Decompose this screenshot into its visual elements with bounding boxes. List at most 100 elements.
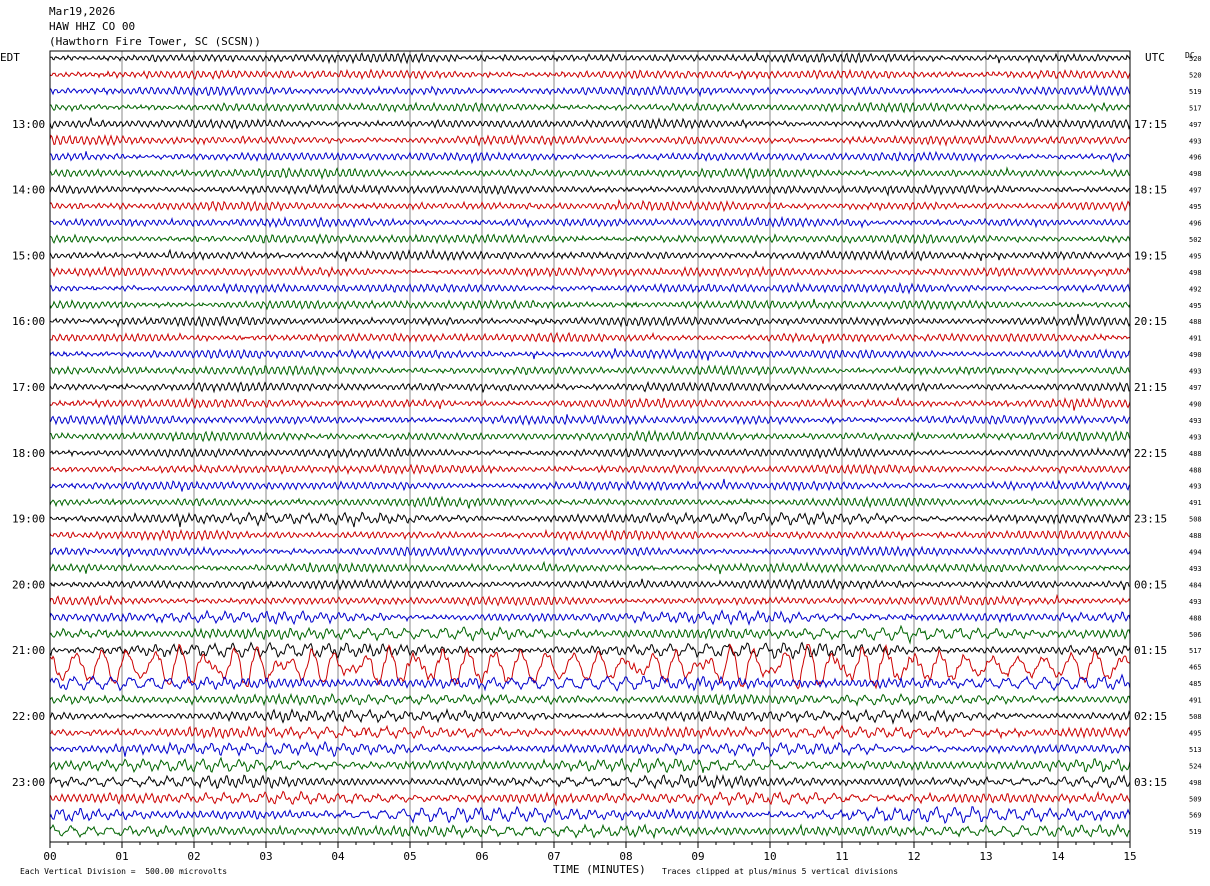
dc-offset-label: 497 (1189, 121, 1202, 129)
trace-group (49, 51, 1131, 840)
trace-row-3 (49, 84, 1131, 98)
dc-offset-label: 519 (1189, 828, 1202, 836)
dc-offset-label: 497 (1189, 187, 1202, 195)
dc-offset-label: 517 (1189, 104, 1202, 112)
dc-offset-label: 493 (1189, 137, 1202, 145)
trace-row-41 (49, 708, 1131, 725)
left-hour-label: 15:00 (12, 249, 45, 262)
dc-offset-label: 569 (1189, 812, 1202, 820)
trace-row-27 (49, 478, 1131, 492)
x-tick-label: 14 (1051, 850, 1065, 863)
dc-offset-label: 520 (1189, 71, 1202, 79)
trace-row-26 (49, 463, 1131, 475)
trace-row-38 (49, 643, 1131, 690)
dc-offset-label: 496 (1189, 220, 1202, 228)
right-hour-label: 17:15 (1134, 118, 1167, 131)
dc-offset-label: 493 (1189, 433, 1202, 441)
trace-row-22 (49, 396, 1131, 411)
left-hour-label: 13:00 (12, 118, 45, 131)
x-tick-label: 03 (259, 850, 272, 863)
right-hour-label: 02:15 (1134, 710, 1167, 723)
trace-row-48 (49, 823, 1131, 840)
dc-offset-label: 488 (1189, 614, 1202, 622)
dc-offset-label: 488 (1189, 318, 1202, 326)
trace-row-18 (50, 331, 1131, 344)
dc-offset-label: 495 (1189, 203, 1202, 211)
right-hour-label: 19:15 (1134, 249, 1167, 262)
trace-row-15 (49, 281, 1131, 295)
dc-offset-label: 493 (1189, 483, 1202, 491)
dc-offset-label: 493 (1189, 565, 1202, 573)
trace-row-32 (49, 560, 1131, 575)
right-hour-label: 00:15 (1134, 578, 1167, 591)
x-axis-title: TIME (MINUTES) (553, 863, 646, 876)
trace-row-37 (49, 641, 1131, 660)
right-tz-label: UTC (1145, 51, 1165, 64)
dc-offset-label: 485 (1189, 680, 1202, 688)
x-tick-label: 12 (907, 850, 920, 863)
trace-row-40 (49, 692, 1131, 707)
x-tick-label: 02 (187, 850, 200, 863)
dc-offset-label: 509 (1189, 795, 1202, 803)
dc-offset-label: 493 (1189, 598, 1202, 606)
x-tick-label: 07 (547, 850, 560, 863)
dc-offset-label: 494 (1189, 549, 1202, 557)
dc-offset-label: 488 (1189, 466, 1202, 474)
dc-offset-label: 502 (1189, 236, 1202, 244)
dc-offset-label: 490 (1189, 400, 1202, 408)
x-tick-label: 11 (835, 850, 848, 863)
dc-offset-label: 490 (1189, 351, 1202, 359)
trace-row-7 (49, 150, 1131, 165)
dc-offset-label: 506 (1189, 631, 1202, 639)
left-hour-label: 22:00 (12, 710, 45, 723)
dc-offset-label: 492 (1189, 285, 1202, 293)
dc-offset-label: 488 (1189, 532, 1202, 540)
dc-offset-label: 495 (1189, 252, 1202, 260)
dc-offset-label: 491 (1189, 499, 1202, 507)
trace-row-16 (49, 298, 1131, 311)
dc-offset-label: 517 (1189, 647, 1202, 655)
left-hour-label: 14:00 (12, 184, 45, 197)
trace-row-5 (49, 117, 1131, 130)
x-tick-label: 10 (763, 850, 776, 863)
trace-row-33 (49, 578, 1131, 591)
trace-row-34 (49, 593, 1131, 607)
header-station: HAW HHZ CO 00 (49, 20, 136, 33)
trace-row-31 (49, 545, 1131, 558)
dc-offset-label: 495 (1189, 729, 1202, 737)
dc-offset-label: 498 (1189, 269, 1202, 277)
trace-row-4 (50, 101, 1131, 114)
dc-offset-label: 520 (1189, 55, 1202, 63)
dc-offset-label: 495 (1189, 302, 1202, 310)
left-hour-label: 21:00 (12, 644, 45, 657)
dc-offset-label: 498 (1189, 779, 1202, 787)
trace-row-21 (49, 380, 1130, 394)
dc-offset-label: 498 (1189, 170, 1202, 178)
dc-offset-label: 508 (1189, 713, 1202, 721)
dc-offset-label: 465 (1189, 664, 1202, 672)
x-tick-label: 05 (403, 850, 416, 863)
trace-row-9 (49, 183, 1131, 197)
trace-row-45 (49, 774, 1131, 790)
x-tick-label: 04 (331, 850, 345, 863)
dc-offset-label: 493 (1189, 368, 1202, 376)
dc-offset-label: 508 (1189, 516, 1202, 524)
x-tick-label: 15 (1123, 850, 1136, 863)
trace-row-19 (49, 347, 1131, 361)
left-hour-label: 19:00 (12, 513, 45, 526)
left-hour-label: 20:00 (12, 578, 45, 591)
right-hour-label: 03:15 (1134, 776, 1167, 789)
header-location: (Hawthorn Fire Tower, SC (SCSN)) (49, 35, 261, 48)
trace-row-8 (49, 166, 1131, 181)
trace-row-24 (49, 429, 1131, 443)
dc-offset-label: 484 (1189, 581, 1202, 589)
trace-row-25 (49, 446, 1131, 459)
right-hour-label: 23:15 (1134, 513, 1167, 526)
trace-row-35 (49, 609, 1131, 626)
right-hour-label: 20:15 (1134, 315, 1167, 328)
left-hour-label: 23:00 (12, 776, 45, 789)
right-hour-label: 18:15 (1134, 184, 1167, 197)
dc-offset-label: 513 (1189, 746, 1202, 754)
trace-row-13 (49, 248, 1131, 262)
left-hour-label: 17:00 (12, 381, 45, 394)
